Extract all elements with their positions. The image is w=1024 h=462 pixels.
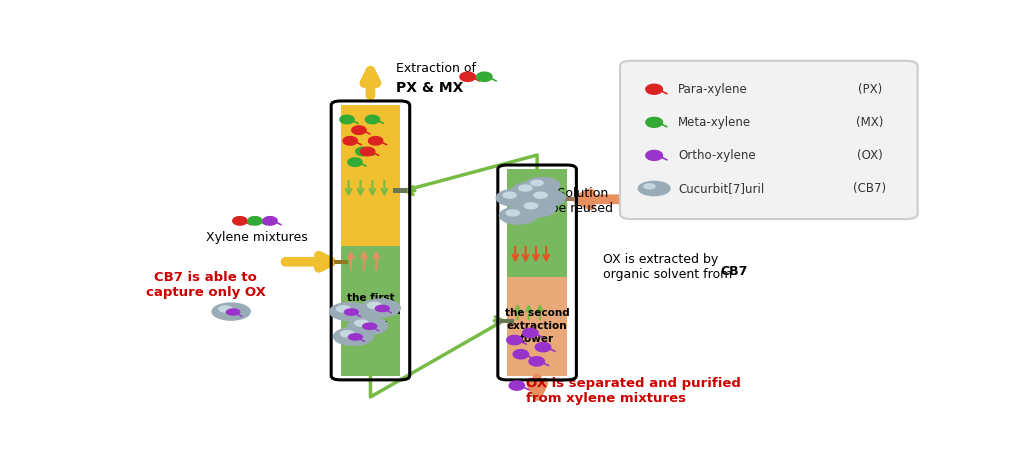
Circle shape [524,203,538,209]
Text: (CB7): (CB7) [853,182,887,195]
Circle shape [368,302,381,309]
Bar [507,169,567,277]
Circle shape [534,192,547,198]
Circle shape [376,305,389,311]
Circle shape [341,331,354,337]
Circle shape [226,309,240,315]
Text: Para-xylene: Para-xylene [678,83,748,96]
Circle shape [638,182,670,195]
Text: OX is separated and purified
from xylene mixtures: OX is separated and purified from xylene… [526,377,741,405]
Circle shape [354,320,369,326]
Circle shape [219,306,232,312]
Circle shape [530,180,543,186]
Polygon shape [340,115,354,124]
Text: Meta-xylene: Meta-xylene [678,116,751,129]
Polygon shape [232,217,247,225]
Polygon shape [522,328,538,338]
Circle shape [644,184,655,189]
Polygon shape [507,335,522,345]
Circle shape [348,317,387,334]
Polygon shape [355,147,370,156]
Circle shape [360,299,400,317]
Polygon shape [476,72,493,81]
Polygon shape [646,84,663,94]
Text: Cucurbit[7]uril: Cucurbit[7]uril [678,182,764,195]
Polygon shape [248,217,262,225]
Circle shape [212,303,250,320]
Bar [341,105,400,246]
Polygon shape [646,151,663,160]
Circle shape [348,334,362,340]
Circle shape [518,200,556,217]
Text: Ortho-xylene: Ortho-xylene [678,149,756,162]
Circle shape [337,306,350,312]
Circle shape [500,207,538,224]
Bar [341,246,400,376]
Polygon shape [509,381,524,390]
Polygon shape [536,342,551,352]
Circle shape [503,192,516,198]
Text: OX is extracted by
organic solvent from: OX is extracted by organic solvent from [602,253,736,281]
Circle shape [512,182,550,199]
Polygon shape [460,72,475,81]
Circle shape [334,328,373,346]
Polygon shape [646,117,663,128]
Polygon shape [343,137,357,145]
Polygon shape [529,357,545,366]
Polygon shape [513,350,528,359]
Text: Xylene mixtures: Xylene mixtures [206,231,307,244]
Bar [507,277,567,376]
Circle shape [519,185,532,191]
Text: the second
extraction
tower: the second extraction tower [505,308,569,344]
Circle shape [344,309,358,315]
Polygon shape [369,137,383,145]
Text: PX & MX: PX & MX [396,81,464,95]
Text: CB7: CB7 [720,265,748,278]
Text: (MX): (MX) [856,116,884,129]
Circle shape [506,210,519,216]
Bar [393,188,408,193]
Circle shape [362,323,377,329]
Circle shape [527,189,565,206]
Bar [500,319,514,323]
Text: CB7 is able to
capture only OX: CB7 is able to capture only OX [145,271,265,299]
Circle shape [524,177,560,193]
Polygon shape [348,158,362,166]
Circle shape [330,303,370,321]
Bar [560,197,574,201]
Text: (PX): (PX) [858,83,882,96]
Polygon shape [366,115,380,124]
Bar [334,260,348,264]
Circle shape [497,189,535,206]
Text: the first
extraction
tower: the first extraction tower [340,292,400,329]
Polygon shape [360,147,375,156]
FancyBboxPatch shape [620,61,918,219]
Text: CB7 Solution
can be reused: CB7 Solution can be reused [524,187,613,215]
Polygon shape [263,217,278,225]
Text: Extraction of: Extraction of [396,62,476,75]
Text: (OX): (OX) [857,149,883,162]
Polygon shape [352,126,367,134]
